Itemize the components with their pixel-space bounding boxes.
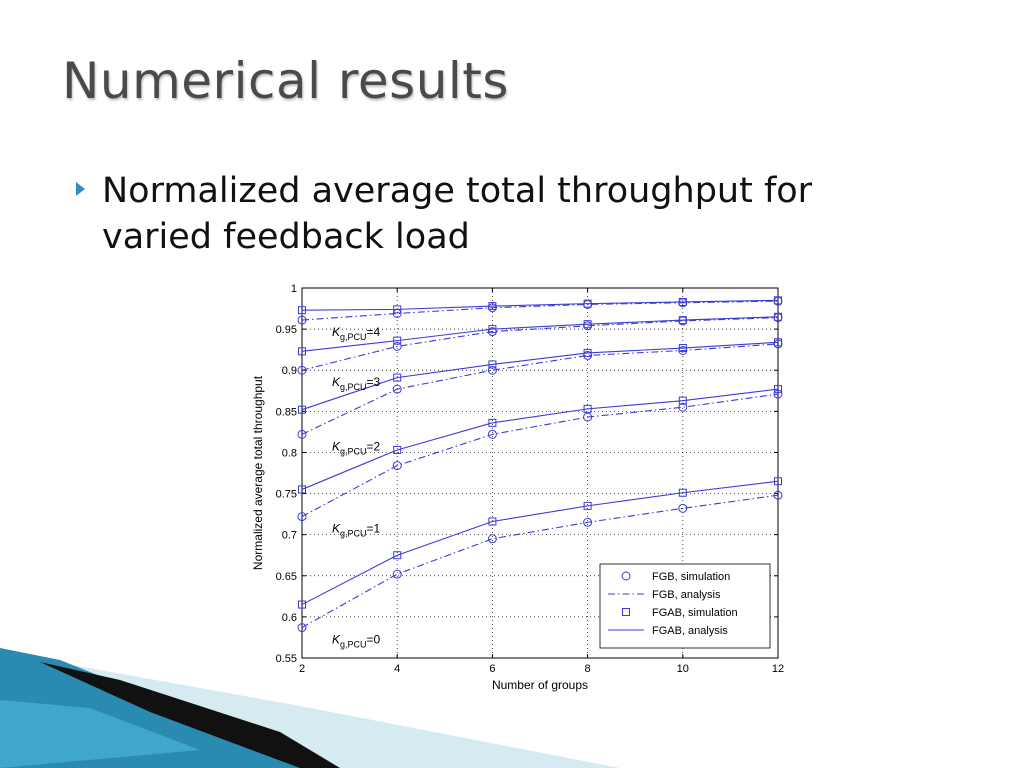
x-tick-label: 10 bbox=[677, 663, 689, 675]
fgab-simulation-marker bbox=[488, 517, 497, 526]
fgb-simulation-marker bbox=[678, 503, 688, 513]
x-tick-label: 6 bbox=[489, 663, 495, 675]
y-tick-label: 1 bbox=[291, 283, 297, 295]
fgab-simulation-marker bbox=[774, 296, 782, 305]
y-tick-label: 0.6 bbox=[282, 612, 297, 624]
fgab-simulation-marker bbox=[774, 385, 782, 394]
fgab-simulation-marker bbox=[393, 305, 402, 314]
fgab-simulation-marker bbox=[678, 344, 687, 353]
fgab-analysis-line bbox=[301, 299, 779, 311]
y-tick-label: 0.55 bbox=[276, 653, 297, 665]
y-tick-label: 0.9 bbox=[282, 365, 297, 377]
fgb-simulation-marker bbox=[392, 308, 402, 318]
fgb-simulation-marker bbox=[583, 517, 593, 527]
fgab-simulation-marker bbox=[393, 445, 402, 454]
y-tick-label: 0.95 bbox=[276, 324, 297, 336]
x-axis-label: Number of groups bbox=[492, 678, 588, 692]
fgab-simulation-marker bbox=[774, 312, 782, 321]
fgb-simulation-marker bbox=[392, 341, 402, 351]
fgb-simulation-marker bbox=[392, 384, 402, 394]
x-tick-label: 8 bbox=[585, 663, 591, 675]
fgab-simulation-marker bbox=[774, 477, 782, 486]
fgab-simulation-marker bbox=[678, 488, 687, 497]
fgab-simulation-marker bbox=[678, 396, 687, 405]
legend-label: FGAB, analysis bbox=[652, 625, 728, 637]
group-annotation: Kg,PCU=3 bbox=[332, 375, 381, 392]
fgb-simulation-marker bbox=[487, 429, 497, 439]
fgb-analysis-line bbox=[301, 300, 779, 321]
fgab-simulation-marker bbox=[298, 405, 306, 414]
y-axis-label: Normalized average total throughput bbox=[251, 375, 265, 570]
x-tick-label: 12 bbox=[772, 663, 784, 675]
x-tick-label: 2 bbox=[299, 663, 305, 675]
fgab-simulation-marker bbox=[393, 551, 402, 560]
fgb-simulation-marker bbox=[583, 412, 593, 422]
fgab-simulation-marker bbox=[583, 501, 592, 510]
fgab-simulation-marker bbox=[678, 297, 687, 306]
fgb-simulation-marker bbox=[297, 512, 307, 522]
fgb-simulation-marker bbox=[297, 315, 307, 325]
fgab-simulation-marker bbox=[583, 320, 592, 329]
fgb-analysis-line bbox=[301, 343, 779, 435]
legend-box bbox=[599, 563, 771, 649]
fgb-analysis-line bbox=[301, 494, 779, 629]
group-annotation: Kg,PCU=2 bbox=[332, 439, 381, 456]
fgab-analysis-line bbox=[301, 341, 779, 411]
fgab-simulation-marker bbox=[678, 316, 687, 325]
fgb-analysis-line bbox=[301, 317, 779, 371]
fgab-simulation-marker bbox=[583, 299, 592, 308]
fgab-analysis-line bbox=[301, 316, 779, 352]
fgab-analysis-line bbox=[301, 480, 779, 606]
fgb-simulation-marker bbox=[487, 534, 497, 544]
fgab-simulation-marker bbox=[298, 347, 306, 356]
y-tick-label: 0.85 bbox=[276, 406, 297, 418]
fgab-simulation-marker bbox=[393, 373, 402, 382]
fgb-simulation-marker bbox=[297, 623, 307, 633]
slide-title: Numerical results bbox=[62, 52, 509, 110]
legend-label: FGB, simulation bbox=[652, 571, 730, 583]
legend-square-marker bbox=[622, 608, 630, 616]
fgb-simulation-marker bbox=[297, 365, 307, 375]
deco-bright-swoosh bbox=[0, 700, 200, 768]
fgab-simulation-marker bbox=[488, 360, 497, 369]
group-annotation: Kg,PCU=4 bbox=[332, 325, 381, 342]
fgab-simulation-marker bbox=[393, 336, 402, 345]
fgb-simulation-marker bbox=[678, 402, 688, 412]
fgab-simulation-marker bbox=[298, 600, 306, 609]
fgab-simulation-marker bbox=[774, 338, 782, 347]
fgb-analysis-line bbox=[301, 393, 779, 518]
legend-label: FGAB, simulation bbox=[652, 607, 738, 619]
y-tick-label: 0.7 bbox=[282, 530, 297, 542]
fgab-simulation-marker bbox=[488, 418, 497, 427]
y-tick-label: 0.8 bbox=[282, 447, 297, 459]
throughput-chart: 2 4 6 8 10 12 0.55 0.6 0.65 0.7 0.75 0.8 0.85 0.9 0.95… bbox=[251, 283, 784, 692]
group-annotation: Kg,PCU=1 bbox=[332, 522, 381, 539]
legend-circle-marker bbox=[621, 571, 631, 581]
fgab-simulation-marker bbox=[583, 348, 592, 357]
x-tick-label: 4 bbox=[394, 663, 400, 675]
fgb-simulation-marker bbox=[392, 569, 402, 579]
bullet-text: Normalized average total throughput for … bbox=[102, 171, 813, 257]
y-tick-label: 0.65 bbox=[276, 571, 297, 583]
fgab-analysis-line bbox=[301, 388, 779, 490]
fgab-simulation-marker bbox=[488, 302, 497, 311]
fgb-simulation-marker bbox=[773, 490, 783, 500]
triangle-bullet-icon bbox=[76, 182, 85, 196]
fgab-simulation-marker bbox=[583, 404, 592, 413]
fgab-simulation-marker bbox=[298, 306, 306, 315]
fgab-simulation-marker bbox=[298, 485, 306, 494]
fgab-simulation-marker bbox=[488, 325, 497, 334]
fgb-simulation-marker bbox=[773, 389, 783, 399]
fgb-simulation-marker bbox=[487, 365, 497, 375]
fgb-simulation-marker bbox=[392, 461, 402, 471]
group-annotation: Kg,PCU=0 bbox=[332, 633, 381, 650]
legend-label: FGB, analysis bbox=[652, 589, 721, 601]
fgb-simulation-marker bbox=[297, 429, 307, 439]
y-tick-label: 0.75 bbox=[276, 489, 297, 501]
